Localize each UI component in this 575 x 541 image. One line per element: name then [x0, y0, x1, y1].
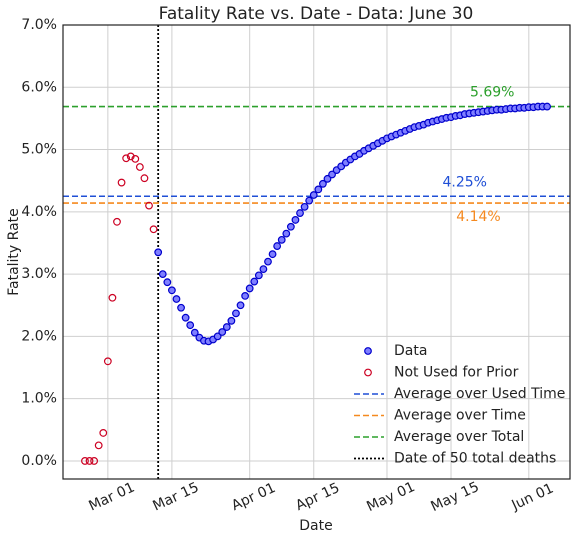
data-point — [319, 179, 327, 188]
average-label: 4.14% — [456, 209, 500, 225]
average-label: 5.69% — [470, 85, 514, 101]
data-point — [154, 248, 163, 257]
data-point — [149, 225, 158, 234]
data-point — [190, 328, 199, 337]
x-tick-label: May 01 — [364, 479, 417, 515]
legend-label: Data — [394, 343, 427, 359]
data-point — [232, 309, 240, 318]
x-axis-label: Date — [299, 518, 332, 534]
data-point — [241, 292, 250, 300]
plot-frame — [62, 24, 571, 480]
data-point — [254, 271, 263, 280]
data-point — [177, 303, 185, 312]
data-point — [323, 174, 332, 183]
x-tick-label: May 15 — [428, 479, 481, 515]
data-point — [227, 316, 236, 325]
data-point — [113, 217, 121, 226]
legend-label: Not Used for Prior — [394, 365, 519, 381]
data-point — [122, 154, 131, 163]
data-point — [268, 250, 277, 259]
data-point — [108, 293, 117, 302]
x-tick-label: Apr 15 — [293, 480, 342, 514]
data-point — [163, 278, 172, 287]
data-point — [236, 301, 245, 310]
data-point — [172, 295, 181, 303]
data-point — [181, 313, 190, 322]
data-point — [131, 154, 140, 163]
data-point — [94, 441, 103, 450]
average-label: 4.25% — [443, 174, 487, 190]
data-point — [543, 102, 552, 111]
chart-title: Fatality Rate vs. Date - Data: June 30 — [159, 4, 474, 24]
y-tick-label: 3.0% — [21, 266, 57, 282]
y-tick-label: 1.0% — [21, 391, 57, 407]
data-point — [314, 185, 323, 194]
data-point — [135, 163, 144, 171]
data-point — [305, 196, 314, 205]
x-tick-label: Mar 15 — [150, 479, 201, 514]
y-axis-label: Fatality Rate — [6, 208, 22, 296]
y-tick-label: 2.0% — [21, 328, 57, 344]
data-point — [250, 277, 259, 286]
data-point — [90, 457, 99, 465]
data-point — [300, 202, 309, 211]
data-point — [286, 222, 295, 231]
y-tick-label: 7.0% — [21, 17, 57, 33]
data-point — [245, 284, 254, 293]
legend-marker — [364, 347, 372, 355]
data-point — [222, 323, 231, 331]
x-tick-label: Mar 01 — [86, 479, 137, 514]
data-point — [259, 265, 268, 274]
data-point — [81, 457, 89, 465]
y-tick-label: 4.0% — [21, 204, 57, 220]
data-point — [140, 174, 149, 183]
y-tick-label: 0.0% — [21, 453, 57, 469]
data-point — [117, 178, 126, 187]
y-tick-label: 6.0% — [21, 79, 57, 95]
data-point — [85, 457, 94, 465]
data-point — [168, 286, 176, 295]
data-point — [103, 357, 112, 366]
data-point — [328, 170, 336, 179]
legend-label: Average over Time — [394, 408, 526, 424]
legend-label: Date of 50 total deaths — [394, 451, 556, 467]
data-point — [291, 216, 300, 224]
data-point — [277, 235, 286, 244]
data-point — [158, 270, 167, 279]
data-point — [282, 229, 291, 238]
y-tick-label: 5.0% — [21, 142, 57, 158]
data-point — [296, 209, 304, 217]
data-point — [186, 321, 195, 330]
x-tick-label: Apr 01 — [229, 480, 278, 514]
data-point — [126, 152, 135, 161]
data-point — [264, 257, 272, 266]
legend-label: Average over Used Time — [394, 386, 565, 402]
data-point — [309, 191, 318, 199]
data-point — [99, 429, 108, 437]
legend-marker — [364, 368, 372, 377]
x-tick-label: Jun 01 — [509, 480, 557, 514]
legend-label: Average over Total — [394, 429, 524, 445]
data-point — [218, 328, 227, 336]
data-point — [145, 201, 153, 210]
data-point — [213, 332, 222, 341]
data-point — [273, 242, 282, 250]
